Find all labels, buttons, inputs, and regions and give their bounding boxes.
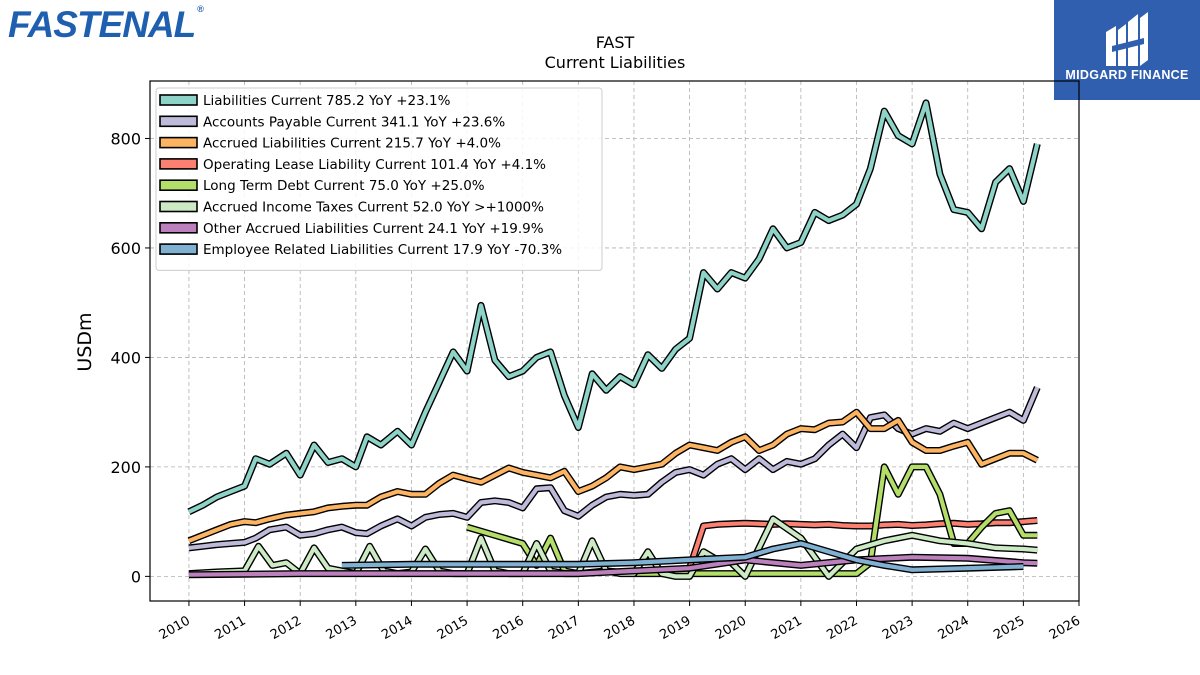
x-tick-label: 2022 [824,613,860,643]
midgard-finance-logo: MIDGARD FINANCE [1054,0,1200,100]
legend-swatch [159,115,198,128]
series-2 [187,408,1039,545]
y-tick-label: 200 [110,458,141,477]
legend-label: Long Term Debt Current 75.0 YoY +25.0% [203,178,485,194]
legend-swatch [159,179,198,191]
legend-label: Accrued Income Taxes Current 52.0 YoY >+… [203,200,544,216]
series-1 [188,386,1041,552]
chart-subtitle: Current Liabilities [545,53,686,72]
series-6 [188,553,1038,579]
legend-swatch [159,243,198,255]
series-7 [341,540,1024,574]
fastenal-logo: FASTENAL ® [8,4,204,46]
legend: Liabilities Current 785.2 YoY +23.1% Acco… [155,87,603,271]
x-tick-label: 2024 [936,613,972,643]
series-lines [187,99,1041,580]
chart-title: FAST [596,33,635,52]
legend-swatch [159,94,198,106]
y-tick-label: 0 [131,567,141,586]
plot-area-frame [149,80,1080,602]
legend-box [155,87,603,271]
fastenal-logo-text: FASTENAL [8,4,196,45]
series-line [687,518,1038,569]
x-tick-label: 2016 [491,613,527,643]
x-tick-label: 2017 [546,613,582,643]
x-tick-label: 2011 [212,613,248,643]
x-tick-label: 2014 [379,613,415,643]
legend-label: Accrued Liabilities Current 215.7 YoY +4… [203,136,501,152]
x-axis-ticks: 2010 2011 2012 2013 2014 2015 2016 2017 2018 2019… [157,601,1083,643]
x-tick-label: 2025 [991,613,1027,643]
legend-label: Accounts Payable Current 341.1 YoY +23.6… [203,114,505,130]
legend-swatch [159,158,198,170]
x-tick-label: 2010 [157,613,193,643]
y-axis-ticks: 0 200 400 600 800 [110,129,150,586]
series-line [188,386,1040,550]
series-line [188,555,1038,577]
x-tick-label: 2023 [880,613,916,643]
x-tick-label: 2013 [324,613,360,643]
y-axis-label: USDm [74,312,96,371]
midgard-finance-name: MIDGARD FINANCE [1065,68,1189,82]
series-3 [686,517,1038,570]
x-tick-label: 2018 [602,613,638,643]
y-tick-label: 800 [110,129,141,148]
legend-label: Liabilities Current 785.2 YoY +23.1% [203,93,451,109]
legend-label: Other Accrued Liabilities Current 24.1 Y… [203,221,544,237]
legend-label: Operating Lease Liability Current 101.4 … [203,157,546,173]
x-tick-label: 2019 [657,613,693,643]
x-tick-label: 2021 [769,613,805,643]
legend-swatch [159,222,198,234]
legend-swatch [159,136,198,149]
midgard-mark-icon [1106,12,1148,66]
series-line [341,541,1024,572]
series-0 [187,99,1041,515]
series-line [187,100,1040,514]
x-tick-label: 2020 [713,613,749,643]
x-tick-label: 2012 [268,613,304,643]
registered-mark: ® [197,4,204,14]
y-tick-label: 600 [110,239,141,258]
x-tick-label: 2015 [435,613,471,643]
series-line [188,410,1039,543]
legend-label: Employee Related Liabilities Current 17.… [203,242,562,258]
legend-swatch [159,200,198,213]
y-tick-label: 400 [110,348,141,367]
x-tick-label: 2026 [1047,613,1083,643]
